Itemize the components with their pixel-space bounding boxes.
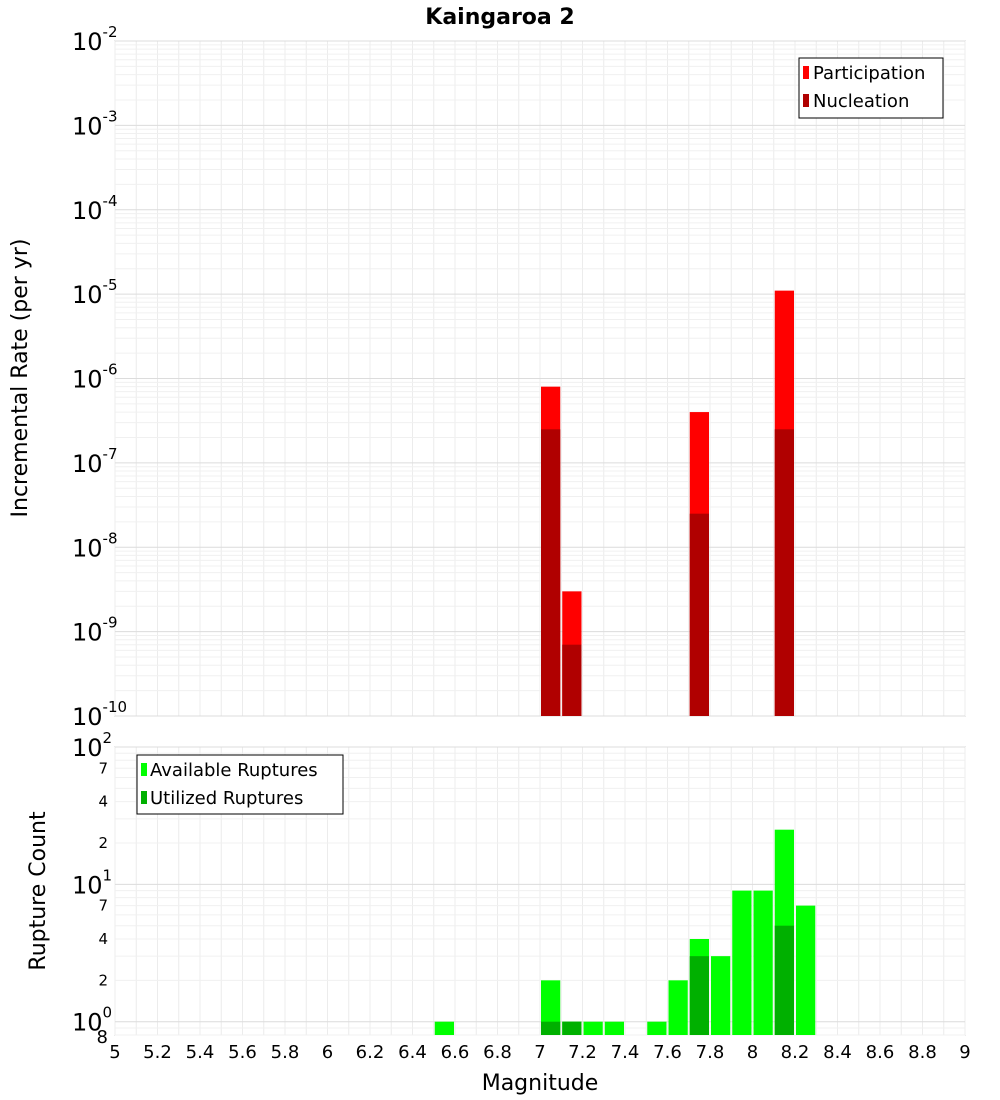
available-ruptures-swatch bbox=[141, 763, 147, 776]
available-ruptures-bar bbox=[541, 980, 561, 1035]
count-legend: Available Ruptures Utilized Ruptures bbox=[136, 754, 344, 815]
magnitude-x-tick-label: 7.6 bbox=[653, 1042, 682, 1063]
magnitude-x-tick-label: 7.8 bbox=[696, 1042, 725, 1063]
participation-legend-label: Participation bbox=[813, 63, 925, 84]
count-panel: 100 101 102 8 2 4 7 2 4 7 5 5.2 5.4 5.6 5.8 6 6.2 6.4 6.6… bbox=[26, 729, 971, 1096]
utilized-ruptures-bar bbox=[774, 925, 794, 1035]
utilized-ruptures-bar bbox=[689, 956, 709, 1035]
count-y-tick-label: 100 bbox=[72, 1004, 112, 1037]
rate-y-tick-label: 10-8 bbox=[72, 529, 118, 562]
rate-y-tick-label: 10-9 bbox=[72, 614, 118, 647]
magnitude-x-tick-label: 8.4 bbox=[823, 1042, 852, 1063]
rate-y-tick-label: 10-5 bbox=[72, 276, 118, 309]
rate-y-ticks: 10-10 10-9 10-8 10-7 10-6 10-5 10-4 10-3 10-2 bbox=[72, 23, 127, 731]
magnitude-x-tick-label: 9 bbox=[959, 1042, 970, 1063]
rate-y-tick-label: 10-7 bbox=[72, 445, 118, 478]
count-bars bbox=[434, 829, 816, 1035]
rate-y-tick-label: 10-10 bbox=[72, 698, 127, 731]
available-ruptures-bar bbox=[668, 980, 688, 1035]
magnitude-x-axis-label: Magnitude bbox=[482, 1071, 599, 1096]
magnitude-x-tick-label: 6.2 bbox=[356, 1042, 385, 1063]
magnitude-x-tick-label: 8 bbox=[747, 1042, 758, 1063]
available-ruptures-bar bbox=[796, 905, 816, 1035]
count-legend-box bbox=[136, 754, 344, 815]
magnitude-x-tick-label: 5 bbox=[109, 1042, 120, 1063]
nucleation-bar bbox=[689, 513, 709, 716]
available-ruptures-bar bbox=[434, 1021, 454, 1035]
rate-grid bbox=[114, 40, 966, 717]
count-y-minor-tick-label: 2 bbox=[98, 834, 108, 852]
count-y-tick-label: 102 bbox=[72, 729, 112, 762]
magnitude-x-tick-label: 7.4 bbox=[611, 1042, 640, 1063]
magnitude-x-tick-label: 6.8 bbox=[483, 1042, 512, 1063]
rate-legend: Participation Nucleation bbox=[798, 57, 944, 119]
magnitude-x-tick-label: 7 bbox=[534, 1042, 545, 1063]
count-y-ticks: 100 101 102 8 2 4 7 2 4 7 bbox=[72, 729, 112, 1048]
count-y-tick-label: 101 bbox=[72, 866, 112, 899]
utilized-ruptures-bar bbox=[541, 1021, 561, 1035]
nucleation-legend-label: Nucleation bbox=[813, 91, 909, 112]
available-ruptures-bar bbox=[753, 890, 773, 1035]
magnitude-x-tick-label: 6.4 bbox=[398, 1042, 427, 1063]
count-grid bbox=[114, 746, 966, 1036]
available-ruptures-bar bbox=[732, 890, 752, 1035]
count-y-minor-tick-label: 8 bbox=[97, 1027, 108, 1048]
utilized-ruptures-legend-label: Utilized Ruptures bbox=[150, 788, 303, 809]
magnitude-x-tick-label: 5.4 bbox=[186, 1042, 215, 1063]
available-ruptures-bar bbox=[711, 956, 731, 1035]
available-ruptures-bar bbox=[604, 1021, 624, 1035]
magnitude-x-tick-label: 6 bbox=[322, 1042, 333, 1063]
count-y-axis-label: Rupture Count bbox=[26, 811, 51, 971]
magnitude-x-tick-label: 6.6 bbox=[441, 1042, 470, 1063]
magnitude-x-tick-label: 5.2 bbox=[143, 1042, 172, 1063]
magnitude-x-tick-label: 8.6 bbox=[866, 1042, 895, 1063]
rate-y-axis-label: Incremental Rate (per yr) bbox=[8, 239, 33, 518]
nucleation-bar bbox=[562, 644, 582, 716]
nucleation-swatch bbox=[803, 94, 809, 107]
count-y-minor-tick-label: 7 bbox=[98, 759, 108, 777]
nucleation-bar bbox=[774, 429, 794, 716]
magnitude-x-tick-label: 5.6 bbox=[228, 1042, 257, 1063]
rate-y-tick-label: 10-6 bbox=[72, 361, 118, 394]
available-ruptures-legend-label: Available Ruptures bbox=[150, 760, 318, 781]
magnitude-x-ticks: 5 5.2 5.4 5.6 5.8 6 6.2 6.4 6.6 6.8 7 7.2 7.4 7.6 7.8 8… bbox=[109, 1042, 970, 1063]
magnitude-x-tick-label: 7.2 bbox=[568, 1042, 597, 1063]
rate-panel: 10-10 10-9 10-8 10-7 10-6 10-5 10-4 10-3 10-2 In… bbox=[8, 23, 966, 731]
count-y-minor-tick-label: 7 bbox=[98, 897, 108, 915]
count-y-minor-tick-label: 4 bbox=[98, 793, 108, 811]
magnitude-x-tick-label: 5.8 bbox=[271, 1042, 300, 1063]
magnitude-x-tick-label: 8.2 bbox=[781, 1042, 810, 1063]
utilized-ruptures-swatch bbox=[141, 791, 147, 804]
count-y-minor-tick-label: 4 bbox=[98, 930, 108, 948]
available-ruptures-bar bbox=[583, 1021, 603, 1035]
rate-bars bbox=[541, 290, 794, 716]
count-y-minor-tick-label: 2 bbox=[98, 971, 108, 989]
rate-legend-box bbox=[798, 57, 944, 119]
utilized-ruptures-bar bbox=[562, 1021, 582, 1035]
rate-y-tick-label: 10-3 bbox=[72, 107, 118, 140]
rate-y-tick-label: 10-2 bbox=[72, 23, 118, 56]
magnitude-x-tick-label: 8.8 bbox=[908, 1042, 937, 1063]
rate-y-tick-label: 10-4 bbox=[72, 192, 118, 225]
available-ruptures-bar bbox=[647, 1021, 667, 1035]
chart-title: Kaingaroa 2 bbox=[425, 5, 574, 30]
nucleation-bar bbox=[541, 429, 561, 716]
participation-swatch bbox=[803, 66, 809, 79]
